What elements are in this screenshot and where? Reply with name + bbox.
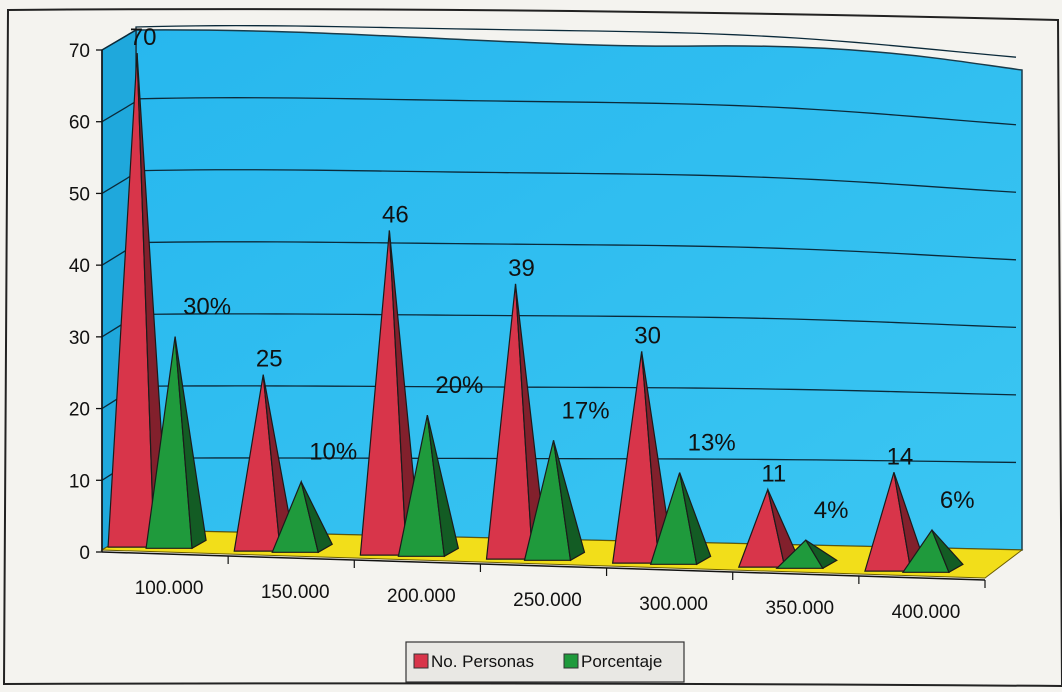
data-label: 20%: [435, 372, 483, 399]
legend-swatch-no-personas: [413, 653, 429, 669]
data-label: 11: [761, 460, 786, 487]
data-label: 10%: [309, 439, 357, 466]
bar: [775, 539, 838, 570]
data-label: 39: [508, 255, 535, 282]
y-tick-label: 0: [79, 543, 90, 564]
bar: [397, 415, 460, 558]
x-tick-label: 200.000: [387, 586, 456, 607]
bar: [611, 351, 674, 565]
x-axis: 100.000 150.000 200.000 250.000 300.000 350.0…: [101, 551, 986, 623]
legend-label-porcentaje: Porcentaje: [581, 652, 662, 671]
x-tick-label: 400.000: [892, 602, 961, 623]
legend: No. Personas Porcentaje: [405, 641, 685, 683]
data-label: 4%: [814, 497, 849, 524]
y-axis: 0 10 20 30 40 50 60 70: [69, 41, 103, 564]
data-label: 13%: [688, 430, 736, 457]
bar: [901, 528, 964, 574]
gridline: [101, 24, 1017, 58]
gridline: [101, 241, 1017, 266]
bar: [271, 479, 334, 554]
chart-border: [2, 8, 1062, 688]
legend-swatch-porcentaje: [563, 653, 579, 669]
gridline: [101, 313, 1017, 338]
x-tick-label: 350.000: [765, 598, 834, 619]
y-tick-label: 20: [69, 400, 90, 421]
y-tick-label: 50: [69, 184, 90, 205]
data-label: 14: [887, 443, 914, 470]
x-tick-label: 250.000: [513, 590, 582, 611]
y-tick-label: 40: [69, 256, 90, 277]
data-label: 6%: [940, 487, 975, 514]
y-tick-label: 30: [69, 328, 90, 349]
bar: [649, 472, 712, 566]
bar: [145, 336, 207, 550]
data-labels: 70 30% 25 10% 46 20% 39 17% 30 13% 11 4% 14 6%: [130, 24, 975, 524]
x-tick-label: 100.000: [135, 578, 204, 599]
x-tick-label: 150.000: [261, 582, 330, 603]
data-label: 30: [634, 322, 661, 349]
gridline: [101, 385, 1017, 410]
bar: [359, 230, 421, 557]
data-label: 70: [130, 24, 157, 51]
x-tick-label: 300.000: [639, 594, 708, 615]
legend-box: [405, 641, 685, 683]
y-tick-label: 70: [69, 41, 90, 62]
bar: [485, 283, 548, 561]
y-tick-label: 60: [69, 113, 90, 134]
data-label: 30%: [183, 294, 231, 321]
bar: [523, 440, 586, 562]
bars: [107, 53, 964, 574]
legend-label-no-personas: No. Personas: [431, 652, 534, 671]
y-tick-label: 10: [69, 471, 90, 492]
plot-back-wall: [135, 29, 1023, 551]
data-label: 25: [256, 346, 283, 373]
data-label: 17%: [562, 397, 610, 424]
data-label: 46: [382, 201, 409, 228]
gridline: [101, 169, 1017, 194]
gridline: [101, 97, 1017, 126]
